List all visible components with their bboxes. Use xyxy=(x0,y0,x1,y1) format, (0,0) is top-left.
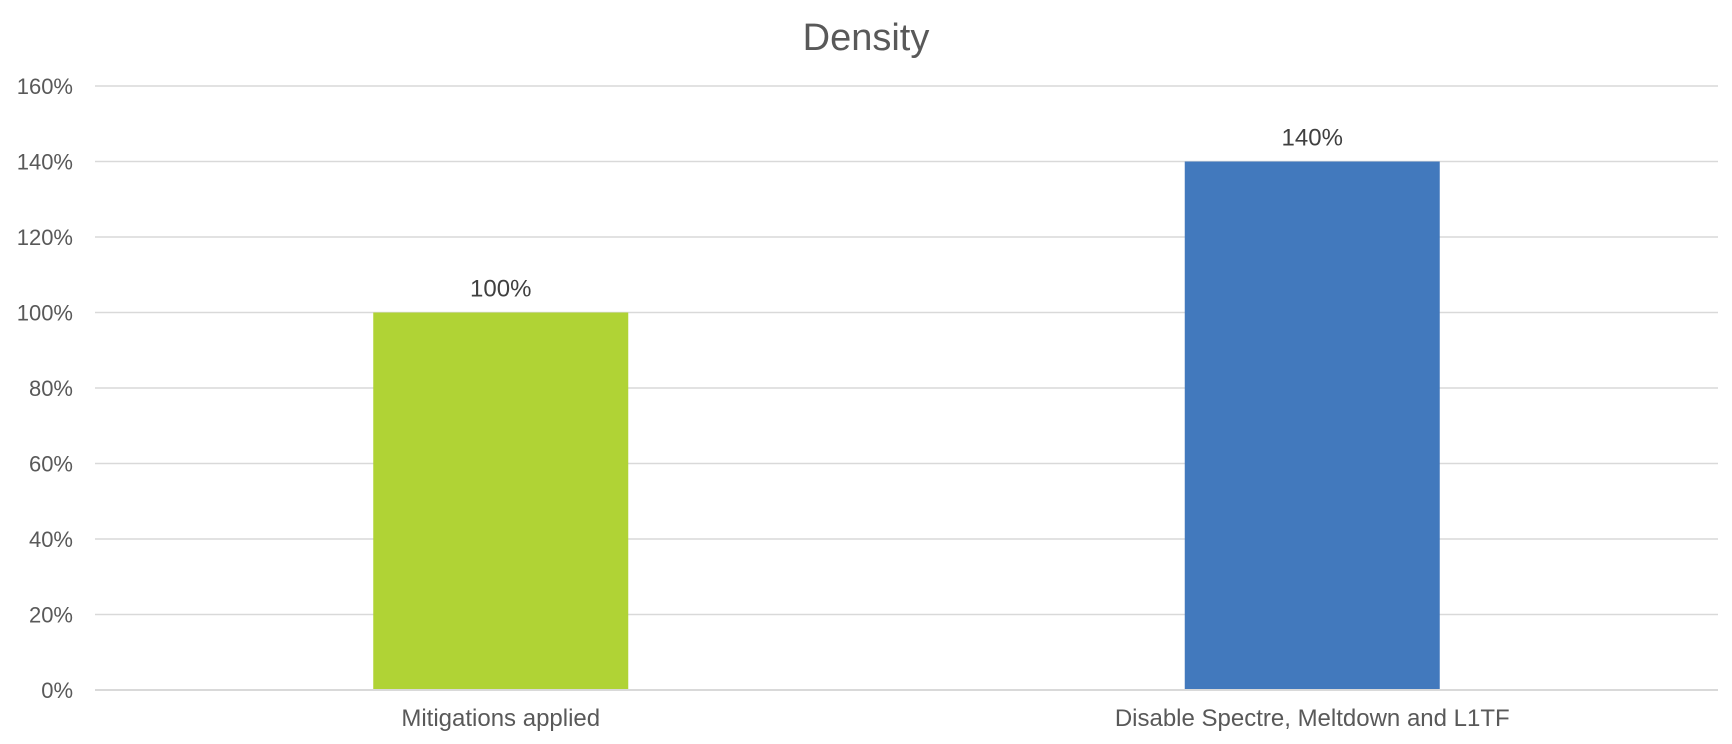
y-tick-label: 120% xyxy=(17,225,73,250)
y-tick-label: 100% xyxy=(17,301,73,326)
x-axis-category-labels: Mitigations applied Disable Spectre, Melt… xyxy=(401,705,1509,732)
bar xyxy=(1184,161,1440,690)
data-label: 140% xyxy=(1282,125,1343,152)
y-tick-label: 160% xyxy=(17,74,73,99)
y-tick-label: 20% xyxy=(29,603,73,628)
y-axis-tick-labels: 0% 20% 40% 60% 80% 100% 120% 140% 160% xyxy=(17,74,73,703)
y-tick-label: 60% xyxy=(29,452,73,477)
chart-title: Density xyxy=(803,17,930,59)
category-label: Disable Spectre, Meltdown and L1TF xyxy=(1115,705,1510,732)
y-tick-label: 40% xyxy=(29,527,73,552)
y-tick-label: 140% xyxy=(17,150,73,175)
category-label: Mitigations applied xyxy=(401,705,600,732)
y-tick-label: 0% xyxy=(41,678,73,703)
bar xyxy=(373,312,629,690)
gridlines xyxy=(95,85,1718,616)
y-tick-label: 80% xyxy=(29,376,73,401)
bars xyxy=(373,161,1440,690)
data-labels: 100% 140% xyxy=(470,125,1343,303)
data-label: 100% xyxy=(470,276,531,303)
